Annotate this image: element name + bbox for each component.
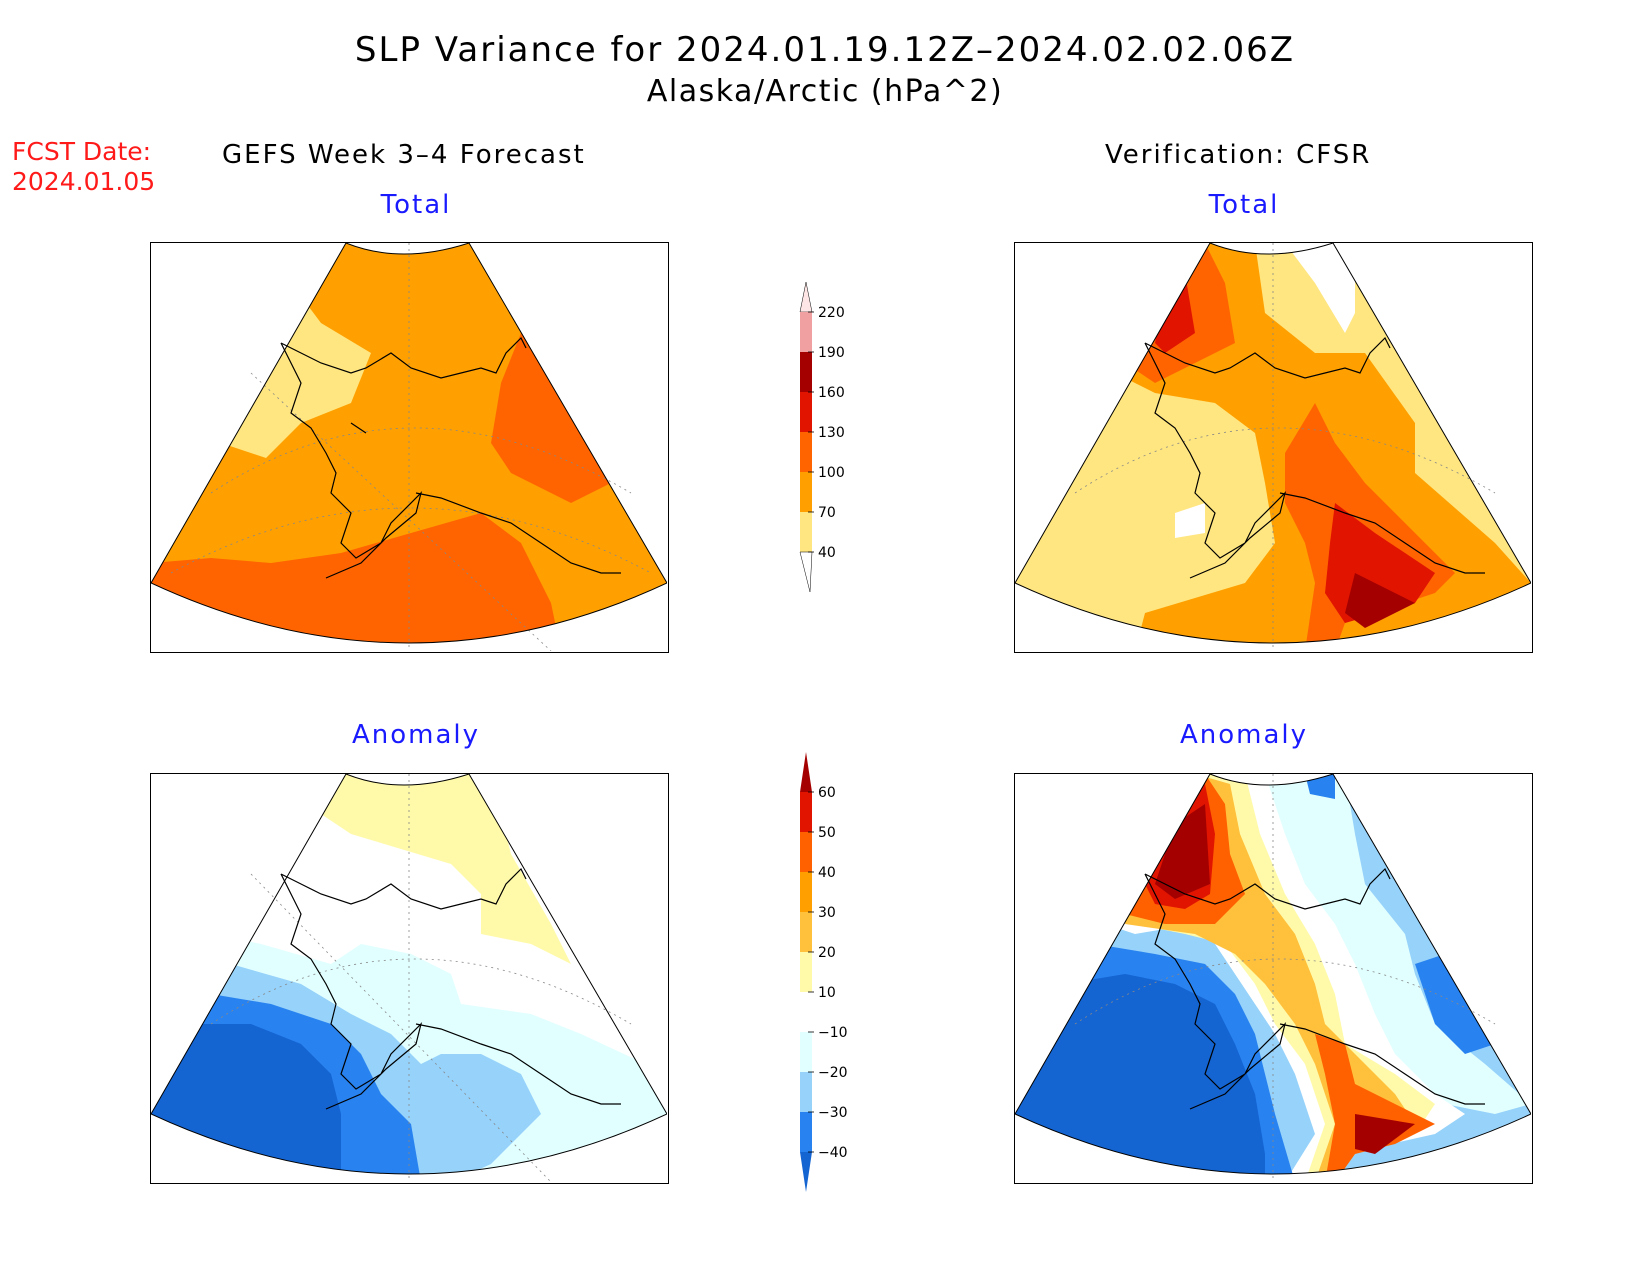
chart-title: SLP Variance for 2024.01.19.12Z–2024.02.… [354, 30, 1296, 70]
colorbar-segment [800, 992, 812, 1032]
colorbar-segment [800, 512, 812, 552]
colorbar-tick-label: 40 [818, 865, 836, 881]
shade-above-60 [1155, 804, 1210, 899]
coastline [280, 336, 621, 579]
colorbar-tick-label: 220 [818, 305, 845, 321]
shade-160-190 [1345, 573, 1415, 628]
forecast-date-value: 2024.01.05 [12, 167, 156, 196]
colorbar-tick-label: 50 [818, 825, 836, 841]
chart-subtitle: Alaska/Arctic (hPa^2) [646, 74, 1004, 109]
forecast-column-header: GEFS Week 3–4 Forecast [222, 140, 586, 170]
shade-above-60 [1355, 1114, 1415, 1154]
colorbar-tick-label: 100 [818, 465, 845, 481]
colorbar-segment [800, 872, 812, 912]
shade-below-40 [1285, 243, 1355, 333]
colorbar-cap-top [800, 752, 812, 792]
colorbar-segment [800, 352, 812, 392]
coastline [280, 867, 621, 1110]
forecast-date-label: FCST Date: [12, 137, 152, 166]
shade-100-130 [491, 333, 611, 503]
colorbar-tick-label: 60 [818, 785, 836, 801]
colorbar-segment [800, 832, 812, 872]
colorbar-segment [800, 1072, 812, 1112]
shade-40-50 [1315, 1034, 1435, 1174]
colorbar-tick-label: 30 [818, 905, 836, 921]
forecast-anomaly-map [150, 773, 669, 1184]
colorbar-tick-label: −10 [818, 1025, 848, 1041]
shade-minus30-minus40 [1415, 954, 1495, 1054]
colorbar-tick-label: 70 [818, 505, 836, 521]
colorbar-segment [800, 1032, 812, 1072]
coastline [1144, 867, 1485, 1110]
shade-minus30-minus40 [1305, 774, 1335, 799]
colorbar-cap-top [799, 281, 813, 313]
colorbar-tick-label: 130 [818, 425, 845, 441]
colorbar-cap-bottom [800, 1152, 812, 1192]
colorbar-segment [800, 432, 812, 472]
colorbar-segment [800, 392, 812, 432]
forecast-total-title: Total [380, 190, 452, 220]
colorbar-segment [800, 312, 812, 352]
forecast-total-map [150, 242, 669, 653]
verification-anomaly-map [1014, 773, 1533, 1184]
verification-column-header: Verification: CFSR [1105, 140, 1372, 170]
colorbar-tick-label: −30 [818, 1105, 848, 1121]
shade-below-40 [1175, 503, 1205, 538]
colorbar-cap-bottom [799, 551, 813, 593]
colorbar-tick-label: 10 [818, 985, 836, 1001]
colorbar-tick-label: −40 [818, 1145, 848, 1161]
verification-total-map [1014, 242, 1533, 653]
colorbar-segment [800, 792, 812, 832]
colorbar-segment [800, 912, 812, 952]
colorbar-tick-label: 190 [818, 345, 845, 361]
forecast-anomaly-title: Anomaly [351, 720, 481, 750]
shade-10-20 [321, 774, 571, 964]
colorbar-tick-label: 20 [818, 945, 836, 961]
colorbar-segment [800, 1112, 812, 1152]
colorbar-segment [800, 952, 812, 992]
colorbar-segment [800, 472, 812, 512]
shade-minus10-minus20 [1255, 774, 1531, 1114]
shade-40-70 [221, 283, 371, 458]
verification-total-title: Total [1208, 190, 1280, 220]
colorbar-tick-label: 160 [818, 385, 845, 401]
shade-below-minus40 [1015, 974, 1265, 1174]
anomaly-colorbar: −40 −30 −20 −10 10 20 30 40 50 60 [798, 752, 878, 1216]
colorbar-tick-label: −20 [818, 1065, 848, 1081]
shade-100-130 [151, 513, 561, 643]
colorbar-tick-label: 40 [818, 545, 836, 561]
verification-anomaly-title: Anomaly [1179, 720, 1309, 750]
total-colorbar: 40 70 100 130 160 190 220 [798, 281, 878, 626]
coastline [1144, 336, 1485, 579]
